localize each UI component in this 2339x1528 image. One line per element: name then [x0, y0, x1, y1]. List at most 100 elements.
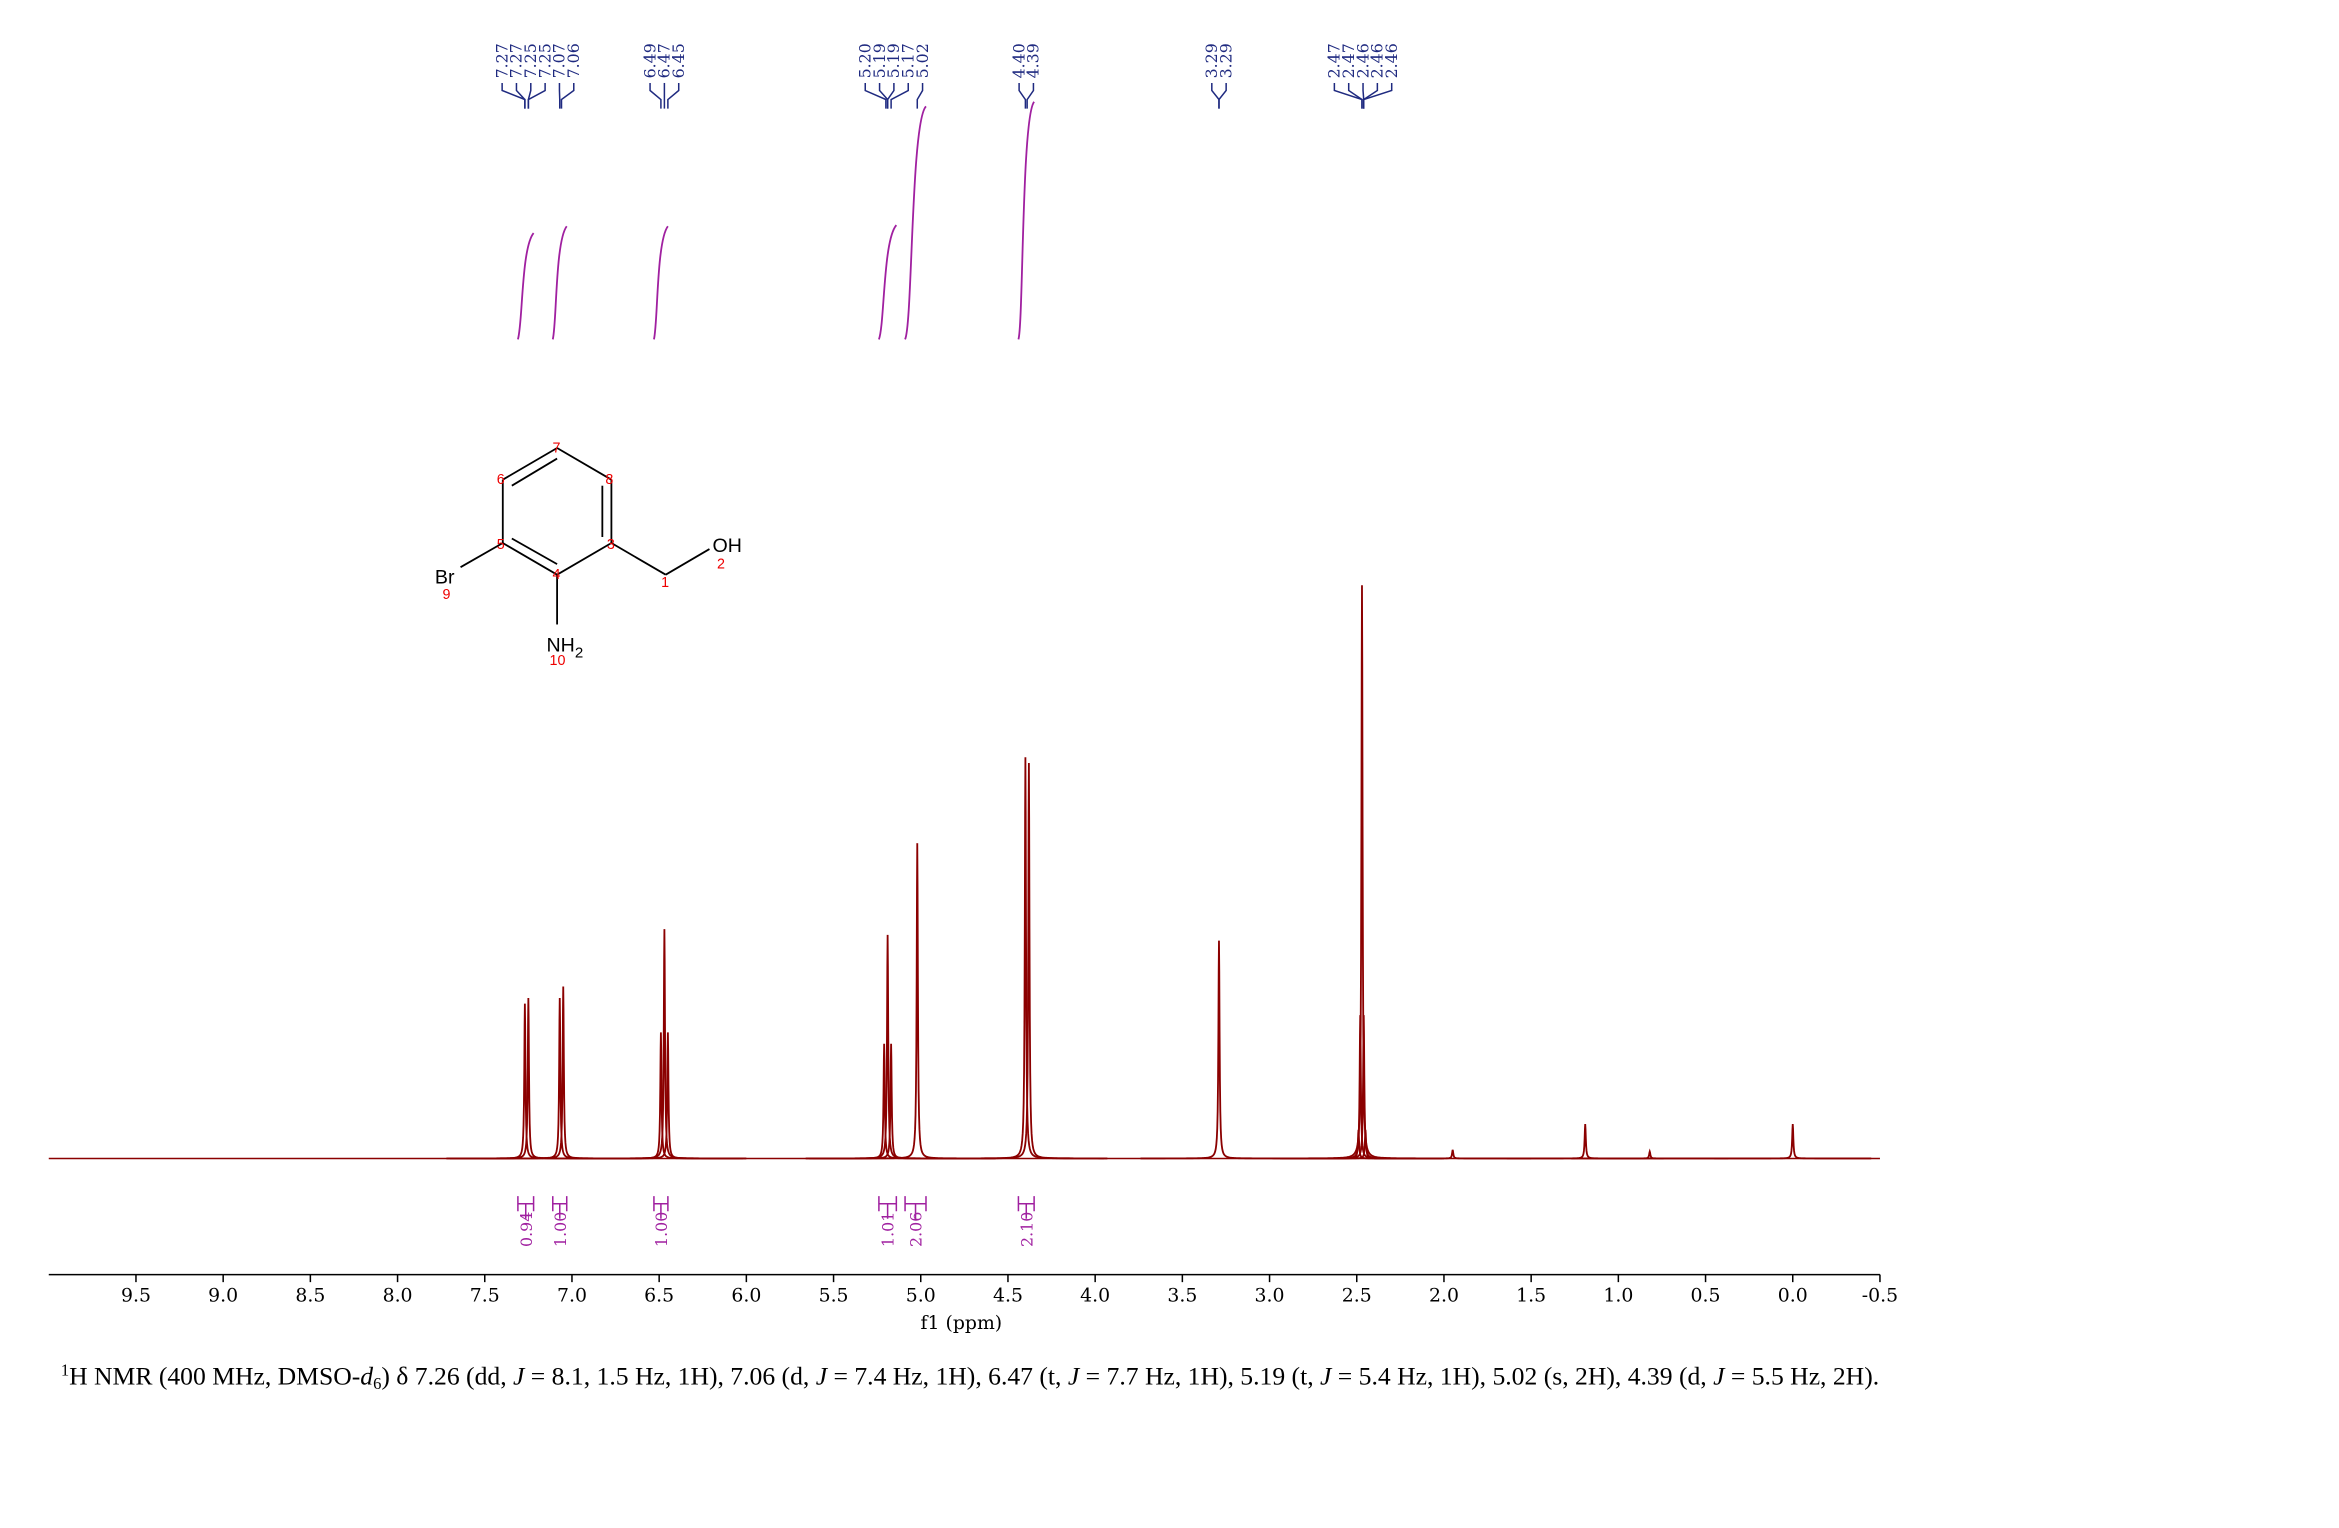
integral-curve [904, 105, 927, 340]
peak-label: 2.46 [1368, 43, 1387, 78]
peak-label-connector [667, 82, 680, 109]
peak-label-connector [916, 82, 924, 109]
peak [582, 1032, 740, 1160]
peak-label: 6.49 [640, 43, 659, 78]
integral-label: 0.94 [517, 1212, 536, 1247]
x-tick-label: 2.0 [1429, 1286, 1459, 1307]
peak-label-connector [890, 82, 909, 109]
peak-label: 3.29 [1202, 43, 1221, 78]
peak [1140, 940, 1298, 1160]
integral-label: 1.01 [879, 1212, 898, 1247]
bond [556, 447, 612, 481]
caption-part: J [1320, 1362, 1333, 1391]
peak-label: 7.27 [507, 43, 526, 78]
integral-label: 1.00 [652, 1212, 671, 1247]
peak [950, 762, 1108, 1160]
x-tick-label: 7.0 [557, 1286, 587, 1307]
caption-part: 1 [61, 1361, 69, 1380]
peak-label: 2.46 [1353, 43, 1372, 78]
peak-label-connector [1018, 82, 1027, 109]
x-tick-label: 1.5 [1516, 1286, 1546, 1307]
x-tick-label: 2.5 [1342, 1286, 1372, 1307]
x-tick-label: 7.5 [470, 1286, 500, 1307]
peak [1374, 1149, 1532, 1160]
peak-label-connector [864, 82, 887, 109]
bond [665, 548, 710, 576]
x-tick-label: 5.0 [906, 1286, 936, 1307]
atom-number: 7 [553, 441, 561, 457]
bond [460, 542, 504, 568]
bond [511, 537, 558, 565]
caption-part: J [816, 1362, 829, 1391]
peak [946, 757, 1104, 1160]
peak-label: 3.29 [1216, 43, 1235, 78]
peak [812, 1043, 970, 1160]
atom-label: NH [547, 635, 575, 657]
peak [585, 929, 743, 1160]
peak-label: 5.19 [884, 43, 903, 78]
x-tick-label: 0.0 [1778, 1286, 1808, 1307]
peak-label: 5.19 [870, 43, 889, 78]
caption-part: = 7.4 Hz, 1H), 6.47 (t, [827, 1362, 1068, 1391]
peak-label-connector [560, 82, 575, 109]
integral-curve [653, 225, 669, 340]
integral-bracket [552, 1196, 568, 1219]
peak [481, 997, 639, 1160]
atom-subscript: 2 [575, 645, 583, 662]
integral-curve [878, 224, 898, 340]
peak-label-connector [1347, 82, 1363, 109]
bond [502, 542, 558, 576]
molecule: Br OH NH2 1 2 3 4 5 6 7 8 9 10 [435, 441, 742, 670]
x-axis-label: f1 (ppm) [921, 1313, 1003, 1334]
x-tick-label: 3.5 [1167, 1286, 1197, 1307]
peak [1506, 1123, 1664, 1160]
x-tick-label: 6.5 [644, 1286, 674, 1307]
peak [838, 843, 996, 1160]
x-tick-label: 0.5 [1691, 1286, 1721, 1307]
x-tick-label: 4.0 [1080, 1286, 1110, 1307]
peak-label-connector [515, 82, 526, 109]
peak [484, 986, 642, 1160]
integral-bracket [517, 1196, 535, 1219]
caption-part: = 7.7 Hz, 1H), 5.19 (t, [1079, 1362, 1320, 1391]
atom-label: NH2 [547, 635, 584, 662]
atom-label: OH [712, 535, 741, 557]
bond [556, 542, 612, 576]
peak-label: 6.47 [655, 43, 674, 78]
caption-part: H NMR (400 MHz, DMSO- [69, 1362, 360, 1391]
x-tick-label: -0.5 [1862, 1286, 1898, 1307]
x-tick-label: 1.0 [1603, 1286, 1633, 1307]
peak [1283, 585, 1441, 1160]
caption-part: d [360, 1362, 373, 1391]
integral-label: 2.10 [1017, 1212, 1036, 1247]
peak [1285, 1015, 1443, 1160]
bond [502, 447, 558, 481]
bond [610, 542, 667, 576]
peak-label: 5.02 [913, 43, 932, 78]
caption-part: ) δ 7.26 (dd, [381, 1362, 513, 1391]
integral-label: 2.06 [907, 1212, 926, 1247]
peak-label: 2.47 [1325, 43, 1344, 78]
caption-part: = 8.1, 1.5 Hz, 1H), 7.06 (d, [524, 1362, 815, 1391]
integral-bracket [1017, 1196, 1035, 1219]
peak-label: 7.25 [521, 43, 540, 78]
integral-bracket [904, 1196, 927, 1219]
peak-label-connector [1218, 82, 1227, 109]
peak-label: 2.46 [1382, 43, 1401, 78]
atom-label: Br [435, 567, 455, 589]
atom-number: 1 [661, 575, 669, 591]
peak [589, 1032, 747, 1160]
peak-label: 7.06 [564, 43, 583, 78]
caption-part: = 5.5 Hz, 2H). [1724, 1362, 1879, 1391]
x-tick-label: 9.0 [208, 1286, 238, 1307]
caption-part: 6 [373, 1374, 381, 1393]
peak-label: 7.07 [550, 43, 569, 78]
peak [449, 997, 607, 1160]
atom-number: 8 [605, 472, 613, 488]
x-tick-label: 5.5 [819, 1286, 849, 1307]
x-tick-label: 8.0 [383, 1286, 413, 1307]
atom-number: 10 [550, 653, 566, 669]
peak-label-connector [886, 82, 895, 109]
